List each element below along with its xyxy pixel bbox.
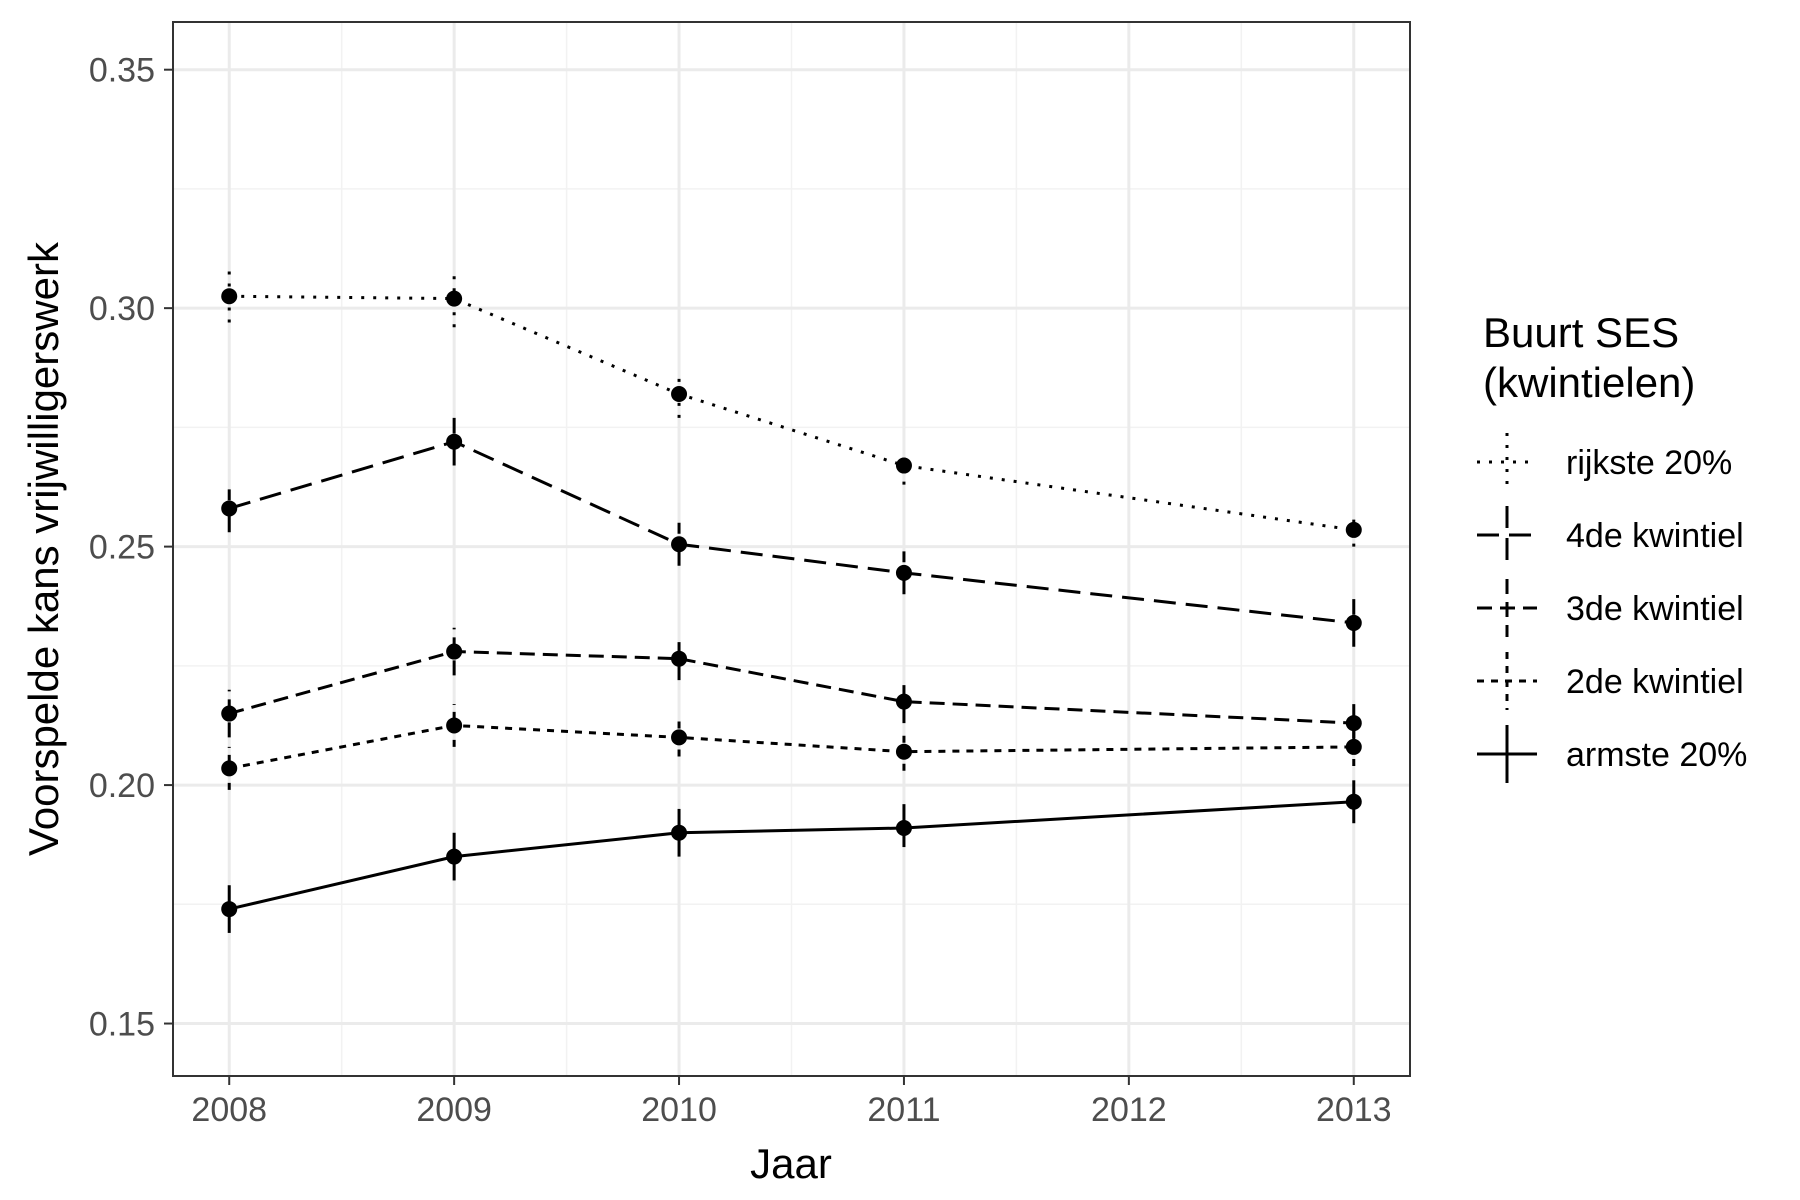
- y-tick-label: 0.15: [89, 1006, 155, 1044]
- y-tick-label: 0.20: [89, 767, 155, 805]
- x-tick-label: 2012: [1091, 1091, 1167, 1129]
- y-tick-label: 0.25: [89, 529, 155, 567]
- data-point: [1345, 738, 1362, 755]
- data-point: [1345, 521, 1362, 538]
- data-point: [221, 901, 238, 918]
- data-point: [671, 536, 688, 553]
- legend-label: rijkste 20%: [1566, 444, 1732, 482]
- legend: Buurt SES (kwintielen) rijkste 20% 4de kw…: [1477, 309, 1747, 783]
- data-point: [1345, 614, 1362, 631]
- series-line: [228, 650, 1354, 725]
- legend-label: 4de kwintiel: [1566, 517, 1744, 555]
- legend-label: 2de kwintiel: [1566, 663, 1744, 701]
- data-point: [221, 288, 238, 305]
- data-point: [446, 717, 463, 734]
- x-tick-label: 2008: [191, 1091, 267, 1129]
- y-tick-label: 0.30: [89, 290, 155, 328]
- plot-panel-border: [172, 21, 1411, 1077]
- data-point: [895, 820, 912, 836]
- legend-keys: rijkste 20% 4de kwintiel 3de kwintiel 2de k…: [1477, 433, 1747, 783]
- legend-label: 3de kwintiel: [1566, 590, 1744, 628]
- data-point: [895, 743, 912, 760]
- x-tick-label: 2009: [416, 1091, 492, 1129]
- y-tick-label: 0.35: [89, 52, 155, 90]
- data-point: [1345, 793, 1362, 810]
- data-point: [671, 729, 688, 746]
- legend-label: armste 20%: [1566, 736, 1747, 774]
- data-point: [446, 433, 463, 450]
- data-point: [671, 650, 688, 667]
- x-tick-label: 2010: [641, 1091, 717, 1129]
- data-point: [446, 848, 463, 865]
- minor-gridlines: [173, 22, 1410, 1076]
- x-tick-label: 2011: [867, 1091, 940, 1129]
- legend-title-line1: Buurt SES: [1483, 309, 1679, 356]
- x-axis-title: Jaar: [750, 1140, 832, 1187]
- series-layer: [221, 270, 1362, 933]
- data-point: [221, 500, 238, 517]
- data-point: [671, 386, 688, 402]
- axis-layer: 2008 2009 2010 2011 2012 2013 0.15 0.20 0.25 0.30…: [89, 52, 1392, 1129]
- x-tick-label: 2013: [1316, 1091, 1392, 1129]
- data-point: [895, 564, 912, 581]
- data-point: [221, 760, 238, 777]
- y-axis-title: Voorspelde kans vrijwilligerswerk: [20, 241, 67, 856]
- data-point: [1345, 715, 1362, 732]
- data-point: [671, 824, 688, 841]
- data-point: [221, 705, 238, 722]
- data-point: [446, 643, 463, 660]
- data-point: [895, 457, 912, 474]
- data-point: [446, 290, 463, 307]
- data-point: [895, 693, 912, 710]
- legend-title-line2: (kwintielen): [1483, 359, 1695, 406]
